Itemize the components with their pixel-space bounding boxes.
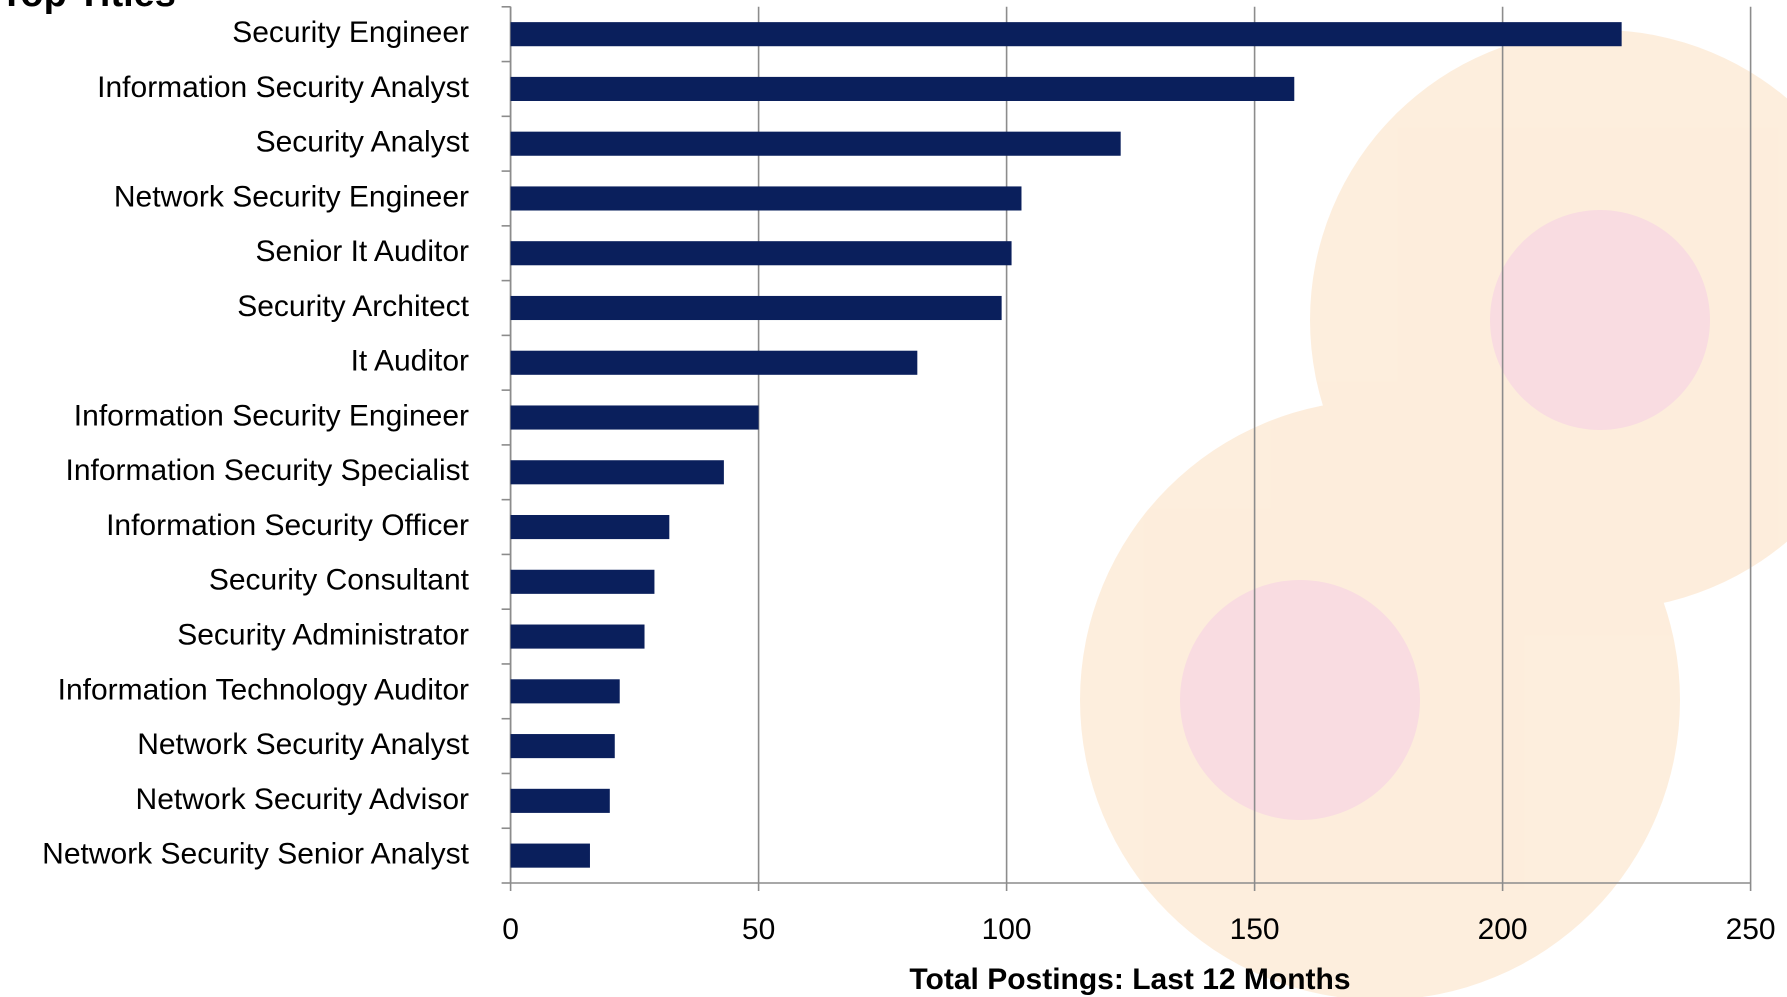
x-tick-label: 50	[742, 913, 775, 946]
y-tick-label: Network Security Advisor	[136, 783, 469, 816]
chart-title: Top Titles	[0, 0, 176, 15]
bar	[511, 734, 615, 758]
bar	[511, 460, 724, 484]
bar	[511, 844, 590, 868]
y-tick-label: Security Administrator	[177, 618, 469, 651]
bar	[511, 241, 1012, 265]
x-tick-label: 100	[982, 913, 1032, 946]
x-tick-label: 200	[1478, 913, 1528, 946]
bar	[511, 296, 1002, 320]
y-tick-label: It Auditor	[351, 345, 469, 378]
x-axis-title: Total Postings: Last 12 Months	[909, 963, 1350, 996]
y-tick-label: Information Technology Auditor	[58, 673, 469, 706]
y-tick-label: Network Security Analyst	[137, 728, 469, 761]
y-tick-label: Network Security Engineer	[114, 180, 469, 213]
y-tick-label: Security Engineer	[232, 16, 469, 49]
bar	[511, 132, 1121, 156]
y-tick-label: Network Security Senior Analyst	[42, 838, 470, 871]
bar	[511, 625, 645, 649]
x-tick-label: 250	[1726, 913, 1776, 946]
bar	[511, 77, 1295, 101]
y-tick-label: Security Consultant	[209, 564, 470, 597]
y-tick-label: Information Security Analyst	[97, 71, 470, 104]
bar	[511, 570, 655, 594]
y-tick-label: Information Security Engineer	[74, 399, 469, 432]
y-tick-label: Senior It Auditor	[256, 235, 469, 268]
y-tick-label: Information Security Officer	[106, 509, 469, 542]
bar	[511, 351, 918, 375]
bar	[511, 405, 759, 429]
y-tick-label: Information Security Specialist	[65, 454, 469, 487]
y-tick-label: Security Architect	[237, 290, 469, 323]
bar	[511, 515, 670, 539]
bar	[511, 186, 1022, 210]
background-decoration	[1080, 30, 1787, 997]
bar	[511, 22, 1622, 46]
x-tick-label: 0	[502, 913, 519, 946]
x-tick-label: 150	[1230, 913, 1280, 946]
y-tick-label: Security Analyst	[256, 126, 470, 159]
bar	[511, 679, 620, 703]
bar	[511, 789, 610, 813]
chart: Top Titles Total Postings: Last 12 Month…	[0, 0, 1787, 997]
